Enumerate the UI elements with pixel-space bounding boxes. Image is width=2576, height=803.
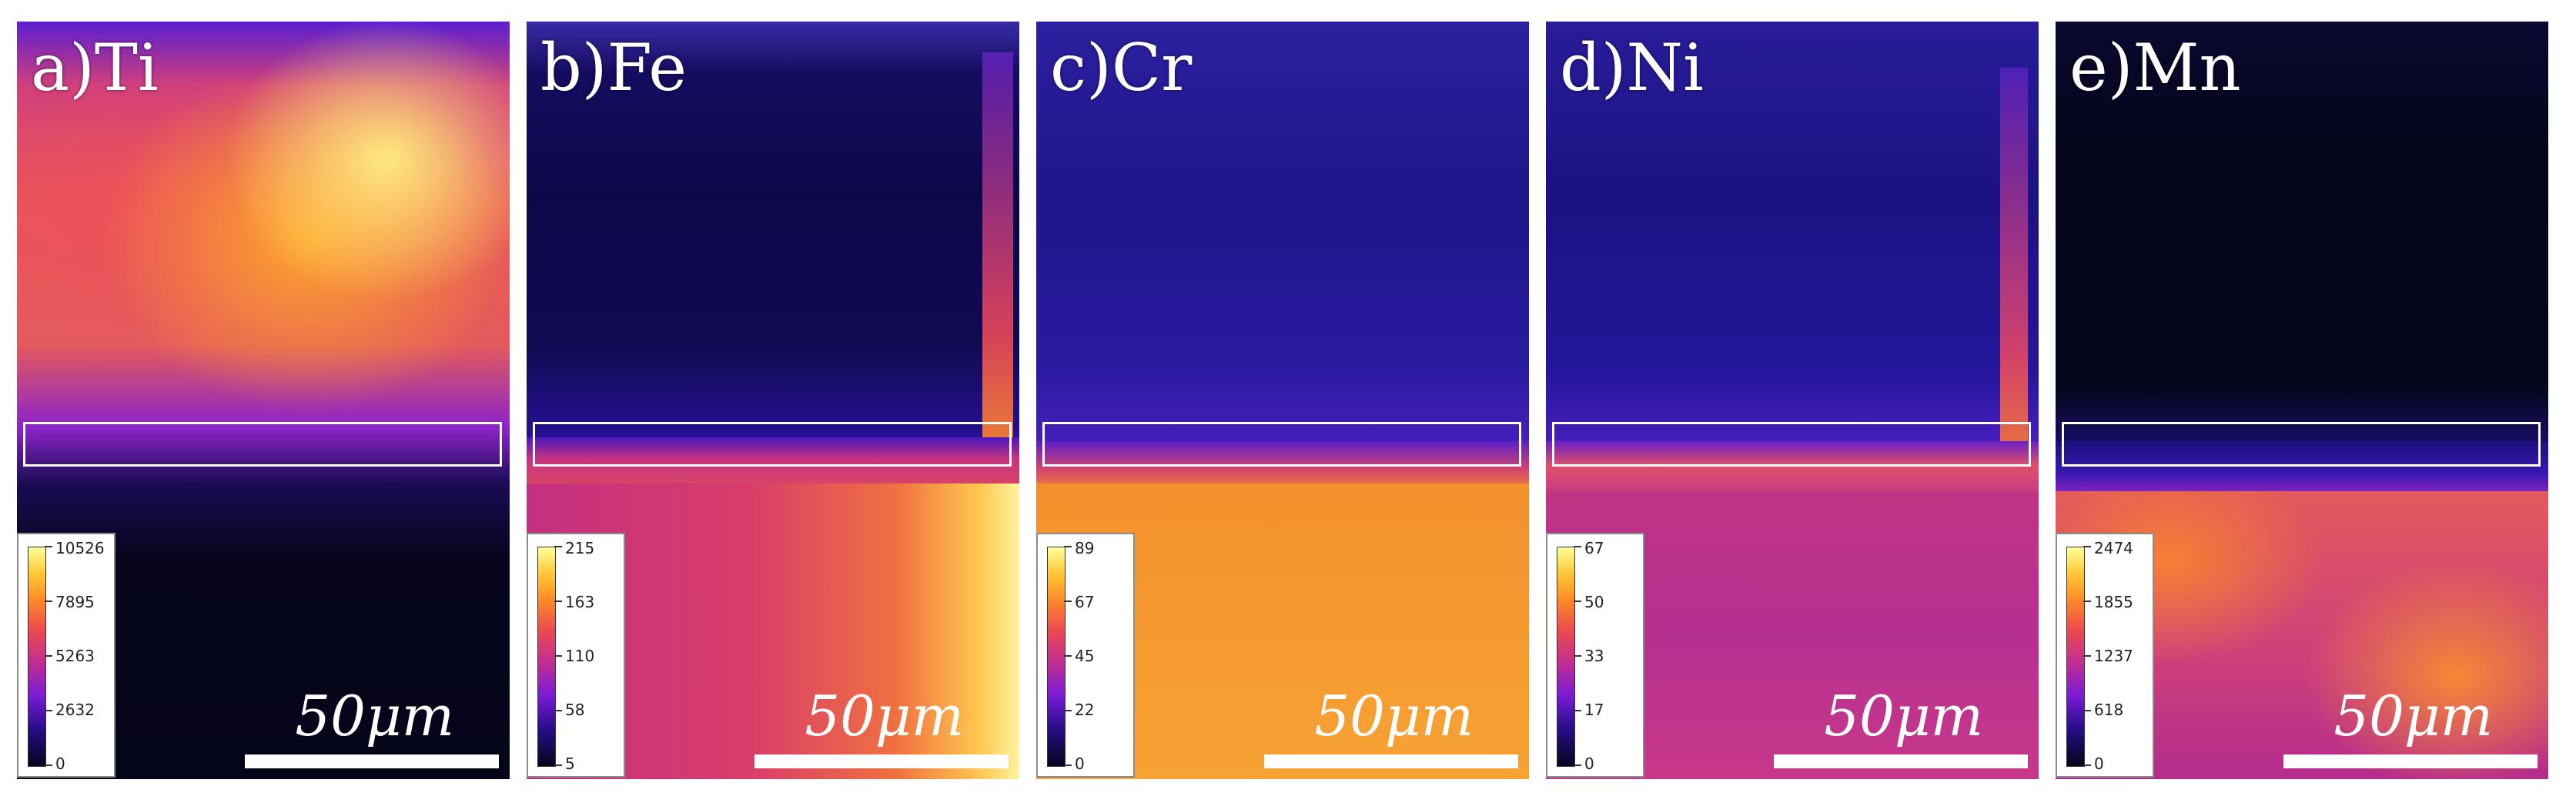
interface-roi-box [533, 422, 1012, 467]
colorbar-tick: 163 [565, 593, 595, 611]
panel-fe-map: b)Fe 215 163 110 58 5 50μm [527, 22, 1019, 779]
fe-depleted-top [527, 22, 1019, 453]
ni-edge-streak [2000, 68, 2028, 453]
panel-cr-map: c)Cr 89 67 45 22 0 50μm [1036, 22, 1529, 779]
colorbar-tick-min: 0 [2094, 754, 2104, 773]
colorbar-tick: 50 [1584, 593, 1604, 611]
scale-bar-label: 50μm [2333, 684, 2493, 748]
ni-interface-band [1546, 441, 2039, 495]
colorbar-tick: 67 [1075, 593, 1095, 611]
colorbar: 2474 1855 1237 618 0 [2056, 533, 2154, 778]
colorbar: 10526 7895 5263 2632 0 [17, 533, 115, 778]
scale-bar-label: 50μm [295, 684, 454, 748]
colorbar-gradient [28, 547, 46, 767]
colorbar-tick-max: 10526 [55, 539, 105, 557]
colorbar-gradient [1047, 547, 1066, 767]
colorbar-tick: 7895 [55, 593, 95, 611]
colorbar-tick: 618 [2094, 701, 2124, 719]
panel-mn-map: e)Mn 2474 1855 1237 618 0 50μm [2056, 22, 2548, 779]
panel-label: e)Mn [2069, 30, 2241, 105]
colorbar-gradient [2066, 547, 2085, 767]
colorbar-tick: 45 [1075, 647, 1095, 665]
fe-edge-streak [982, 52, 1013, 453]
colorbar-tick-max: 67 [1584, 539, 1604, 557]
scale-bar [2283, 754, 2538, 768]
colorbar-tick-max: 215 [565, 539, 595, 557]
colorbar-tick: 1237 [2094, 647, 2133, 665]
colorbar-tick: 22 [1075, 701, 1095, 719]
scale-bar [1774, 754, 2028, 768]
colorbar-tick-max: 89 [1075, 539, 1095, 557]
colorbar-tick-min: 5 [565, 754, 575, 773]
scale-bar [754, 754, 1009, 768]
interface-roi-box [23, 422, 502, 467]
scale-bar-label: 50μm [1824, 684, 1983, 748]
panel-label: a)Ti [31, 30, 159, 105]
panel-label: c)Cr [1050, 30, 1193, 105]
ti-rich-region [17, 22, 510, 483]
colorbar-tick-max: 2474 [2094, 539, 2133, 557]
colorbar-tick-min: 0 [55, 754, 65, 773]
scale-bar [245, 754, 499, 768]
scale-bar-label: 50μm [1314, 684, 1474, 748]
colorbar-tick: 2632 [55, 701, 95, 719]
panel-ni-map: d)Ni 67 50 33 17 0 50μm [1546, 22, 2039, 779]
colorbar: 89 67 45 22 0 [1036, 533, 1135, 778]
colorbar-tick: 5263 [55, 647, 95, 665]
colorbar-gradient [537, 547, 556, 767]
colorbar: 215 163 110 58 5 [527, 533, 625, 778]
colorbar-tick: 17 [1584, 701, 1604, 719]
colorbar-tick: 58 [565, 701, 585, 719]
colorbar-gradient [1557, 547, 1575, 767]
interface-roi-box [2062, 422, 2541, 467]
colorbar-tick: 1855 [2094, 593, 2133, 611]
colorbar-tick: 33 [1584, 647, 1604, 665]
cr-depleted-top [1036, 22, 1529, 453]
panel-label: d)Ni [1560, 30, 1704, 105]
colorbar-tick-min: 0 [1075, 754, 1085, 773]
panel-ti-map: a)Ti 10526 7895 5263 2632 0 50μm [17, 22, 510, 779]
interface-roi-box [1042, 422, 1521, 467]
colorbar-tick-min: 0 [1584, 754, 1594, 773]
colorbar: 67 50 33 17 0 [1546, 533, 1644, 778]
interface-roi-box [1552, 422, 2031, 467]
ni-depleted-top [1546, 22, 2039, 453]
colorbar-tick: 110 [565, 647, 595, 665]
scale-bar [1264, 754, 1518, 768]
scale-bar-label: 50μm [805, 684, 964, 748]
mn-depleted-top [2056, 22, 2548, 453]
mn-interface-band [2056, 441, 2548, 495]
panel-label: b)Fe [540, 30, 687, 105]
